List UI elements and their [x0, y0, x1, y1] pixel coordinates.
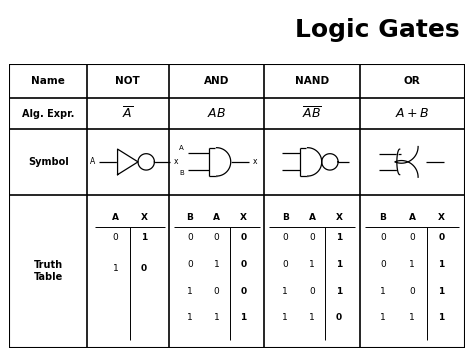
Text: X: X	[141, 213, 148, 222]
Text: Truth
Table: Truth Table	[34, 261, 63, 282]
Polygon shape	[217, 148, 231, 176]
Text: A: A	[179, 145, 184, 151]
Text: B: B	[186, 213, 193, 222]
Text: 1: 1	[214, 313, 219, 322]
Text: 1: 1	[283, 286, 288, 296]
Text: B: B	[380, 213, 386, 222]
Text: x: x	[173, 157, 178, 166]
Text: X: X	[335, 213, 342, 222]
Text: 1: 1	[309, 313, 315, 322]
Text: 1: 1	[309, 260, 315, 269]
Text: 1: 1	[113, 264, 118, 273]
Text: x: x	[253, 157, 257, 166]
Text: $A+B$: $A+B$	[395, 107, 429, 120]
Text: 0: 0	[141, 264, 147, 273]
Text: 0: 0	[438, 233, 445, 242]
Text: 1: 1	[438, 286, 445, 296]
Text: 0: 0	[214, 286, 219, 296]
Text: A: A	[112, 213, 119, 222]
Text: 1: 1	[380, 286, 386, 296]
Text: 1: 1	[410, 260, 415, 269]
Polygon shape	[395, 147, 418, 177]
Text: A: A	[90, 157, 95, 166]
Text: 0: 0	[240, 233, 246, 242]
Text: 0: 0	[214, 233, 219, 242]
Text: $AB$: $AB$	[207, 107, 226, 120]
Text: 1: 1	[283, 313, 288, 322]
Text: A: A	[213, 213, 220, 222]
Text: 1: 1	[336, 233, 342, 242]
Polygon shape	[118, 149, 138, 175]
Text: X: X	[438, 213, 445, 222]
Text: 1: 1	[141, 233, 147, 242]
Text: $\overline{A}$: $\overline{A}$	[122, 106, 133, 121]
Text: Logic Gates: Logic Gates	[295, 18, 460, 42]
Text: 0: 0	[410, 286, 415, 296]
Text: A: A	[409, 213, 416, 222]
Text: 1: 1	[336, 260, 342, 269]
Text: B: B	[179, 170, 184, 176]
Text: 1: 1	[240, 313, 246, 322]
Text: 0: 0	[240, 286, 246, 296]
Text: NOT: NOT	[115, 76, 140, 86]
Text: AND: AND	[204, 76, 229, 86]
Text: Name: Name	[31, 76, 65, 86]
Text: 0: 0	[309, 286, 315, 296]
Text: 1: 1	[187, 313, 192, 322]
Text: 0: 0	[283, 233, 288, 242]
Text: 1: 1	[187, 286, 192, 296]
Text: Symbol: Symbol	[28, 157, 69, 167]
Text: 0: 0	[187, 233, 192, 242]
Text: 0: 0	[410, 233, 415, 242]
Text: 0: 0	[380, 260, 386, 269]
Text: Alg. Expr.: Alg. Expr.	[22, 109, 74, 119]
Polygon shape	[308, 148, 322, 176]
Text: 0: 0	[283, 260, 288, 269]
Text: 0: 0	[187, 260, 192, 269]
Text: 1: 1	[438, 313, 445, 322]
Text: 1: 1	[336, 286, 342, 296]
Text: 1: 1	[410, 313, 415, 322]
Text: X: X	[240, 213, 247, 222]
Text: 1: 1	[214, 260, 219, 269]
Text: $\overline{AB}$: $\overline{AB}$	[302, 106, 322, 121]
Text: OR: OR	[404, 76, 420, 86]
Text: 1: 1	[380, 313, 386, 322]
Text: 0: 0	[240, 260, 246, 269]
Text: NAND: NAND	[295, 76, 329, 86]
Polygon shape	[138, 154, 155, 170]
Text: A: A	[309, 213, 316, 222]
Text: 0: 0	[336, 313, 342, 322]
Text: 0: 0	[113, 233, 118, 242]
Text: 0: 0	[309, 233, 315, 242]
Polygon shape	[322, 154, 338, 170]
Text: 0: 0	[380, 233, 386, 242]
Text: B: B	[282, 213, 289, 222]
Text: 1: 1	[438, 260, 445, 269]
